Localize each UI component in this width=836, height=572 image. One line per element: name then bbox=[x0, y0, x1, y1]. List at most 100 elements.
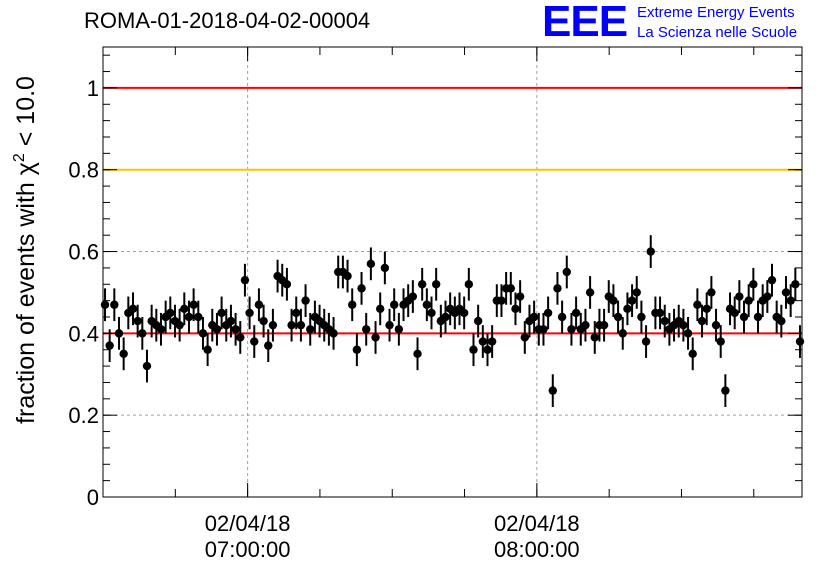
data-points-layer bbox=[100, 235, 805, 407]
data-marker bbox=[697, 316, 707, 326]
data-marker bbox=[623, 304, 632, 314]
data-marker bbox=[683, 329, 693, 338]
data-marker bbox=[553, 284, 562, 293]
data-point bbox=[725, 292, 735, 326]
data-point bbox=[292, 296, 301, 330]
data-point bbox=[268, 308, 278, 342]
data-point bbox=[739, 300, 749, 334]
data-point bbox=[385, 308, 394, 342]
y-tick-label: 0.6 bbox=[68, 240, 99, 265]
data-marker bbox=[632, 288, 641, 297]
data-marker bbox=[203, 345, 212, 354]
data-marker bbox=[767, 275, 777, 285]
data-point bbox=[124, 296, 133, 330]
data-marker bbox=[497, 296, 506, 305]
data-point bbox=[236, 321, 245, 354]
data-marker bbox=[306, 325, 315, 334]
y-axis-label-suffix: < 10.0 bbox=[12, 76, 40, 153]
data-point bbox=[357, 272, 366, 305]
data-marker bbox=[483, 345, 492, 354]
data-marker bbox=[464, 280, 474, 289]
y-tick-label: 0.4 bbox=[68, 321, 99, 346]
data-marker bbox=[138, 329, 147, 338]
data-marker bbox=[217, 308, 226, 318]
data-point bbox=[100, 288, 110, 322]
data-point bbox=[422, 288, 432, 322]
data-marker bbox=[166, 308, 175, 318]
data-marker bbox=[417, 280, 427, 289]
data-marker bbox=[245, 308, 254, 318]
data-point bbox=[189, 288, 198, 322]
data-marker bbox=[548, 386, 557, 395]
data-marker bbox=[366, 259, 376, 269]
data-point bbox=[581, 308, 590, 342]
data-point bbox=[599, 308, 609, 342]
data-point bbox=[217, 296, 226, 330]
data-marker bbox=[679, 320, 688, 330]
data-point bbox=[716, 325, 725, 358]
x-tick-label-date: 02/04/18 bbox=[205, 511, 291, 536]
logo-subtitle-line2: La Scienza nelle Scuole bbox=[637, 24, 798, 41]
data-point bbox=[343, 259, 352, 293]
data-marker bbox=[184, 312, 194, 322]
data-point bbox=[250, 325, 259, 358]
data-point bbox=[376, 292, 385, 326]
data-marker bbox=[427, 308, 436, 318]
data-marker bbox=[515, 292, 525, 301]
data-point bbox=[105, 329, 114, 362]
data-point bbox=[198, 317, 208, 350]
data-point bbox=[441, 300, 450, 334]
data-marker bbox=[688, 349, 697, 359]
data-point bbox=[697, 304, 707, 338]
data-marker bbox=[660, 316, 669, 326]
data-point bbox=[557, 300, 567, 334]
data-point bbox=[613, 300, 623, 334]
data-point bbox=[320, 308, 329, 342]
data-marker bbox=[376, 304, 385, 314]
data-point bbox=[282, 267, 292, 301]
data-marker bbox=[100, 300, 110, 309]
data-marker bbox=[156, 325, 166, 334]
data-point bbox=[473, 304, 483, 338]
data-point bbox=[688, 337, 697, 371]
x-tick-label-time: 08:00:00 bbox=[494, 537, 580, 562]
data-marker bbox=[702, 304, 711, 314]
data-marker bbox=[599, 320, 609, 330]
data-marker bbox=[739, 312, 749, 322]
data-marker bbox=[487, 337, 497, 346]
data-marker bbox=[194, 312, 203, 322]
data-point bbox=[128, 292, 138, 326]
data-marker bbox=[114, 329, 124, 338]
data-point bbox=[539, 312, 548, 346]
y-axis-label: fraction of events with χ2 < 10.0 bbox=[11, 76, 40, 424]
data-marker bbox=[105, 341, 114, 350]
data-marker bbox=[282, 280, 292, 289]
data-point bbox=[306, 312, 315, 346]
data-marker bbox=[198, 329, 208, 338]
data-point bbox=[511, 292, 520, 326]
data-marker bbox=[180, 304, 189, 314]
data-point bbox=[408, 280, 418, 313]
data-marker bbox=[749, 280, 758, 289]
data-marker bbox=[236, 333, 245, 342]
data-point bbox=[655, 296, 665, 330]
data-point bbox=[208, 308, 217, 342]
grid-layer bbox=[103, 47, 802, 497]
data-point bbox=[413, 337, 422, 371]
logo-subtitle-line1: Extreme Energy Events bbox=[637, 4, 795, 21]
data-marker bbox=[189, 300, 198, 309]
data-marker bbox=[301, 296, 310, 305]
data-marker bbox=[641, 337, 651, 346]
data-marker bbox=[609, 296, 618, 305]
data-marker bbox=[287, 320, 296, 330]
data-marker bbox=[655, 308, 665, 318]
data-marker bbox=[431, 280, 441, 289]
data-point bbox=[264, 329, 273, 362]
data-point bbox=[417, 267, 427, 301]
data-marker bbox=[142, 361, 152, 371]
data-point bbox=[553, 272, 562, 305]
data-point bbox=[380, 251, 390, 285]
data-point bbox=[753, 300, 763, 334]
data-marker bbox=[296, 320, 306, 330]
data-point bbox=[604, 280, 613, 313]
